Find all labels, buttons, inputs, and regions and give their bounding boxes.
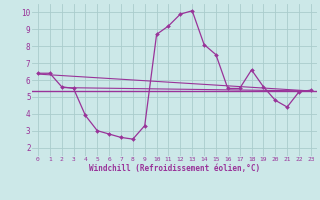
X-axis label: Windchill (Refroidissement éolien,°C): Windchill (Refroidissement éolien,°C) <box>89 164 260 173</box>
